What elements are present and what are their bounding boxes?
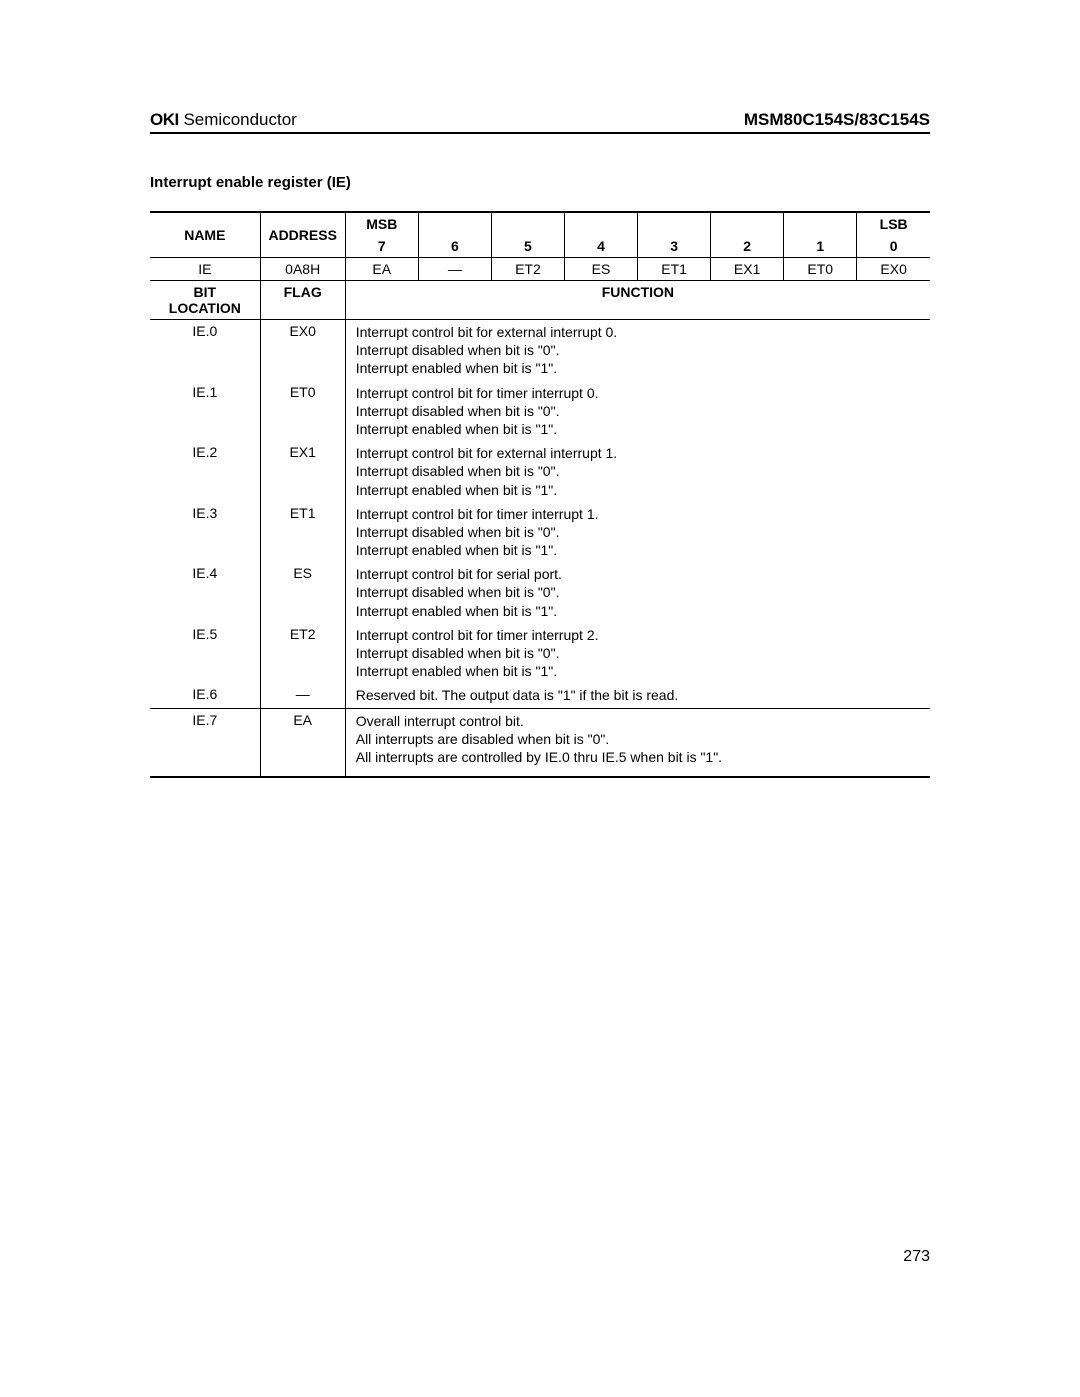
brand: OKI Semiconductor <box>150 110 297 130</box>
reg-name: IE <box>150 258 260 281</box>
lsb-label: LSB <box>857 212 930 235</box>
bit-7: 7 <box>345 235 418 258</box>
function-cell: Interrupt control bit for serial port. I… <box>345 562 930 623</box>
flag-cell: — <box>260 683 345 708</box>
col-address: ADDRESS <box>260 212 345 258</box>
bit-4: 4 <box>564 235 637 258</box>
function-cell: Interrupt control bit for external inter… <box>345 441 930 502</box>
flag-cell: ES <box>260 562 345 623</box>
function-cell: Interrupt control bit for timer interrup… <box>345 381 930 442</box>
bit-3: 3 <box>638 235 711 258</box>
flag-cell: ET1 <box>260 502 345 563</box>
function-cell: Overall interrupt control bit. All inter… <box>345 708 930 777</box>
bit-2: 2 <box>711 235 784 258</box>
bit-5: 5 <box>491 235 564 258</box>
brand-light: Semiconductor <box>179 110 297 129</box>
col-bitlocation: BIT LOCATION <box>150 281 260 320</box>
header-row-1: NAME ADDRESS MSB LSB <box>150 212 930 235</box>
bit-0: 0 <box>857 235 930 258</box>
reg-address: 0A8H <box>260 258 345 281</box>
reg-bit5: ET2 <box>491 258 564 281</box>
brand-bold: OKI <box>150 110 179 129</box>
reg-bit0: EX0 <box>857 258 930 281</box>
section-title: Interrupt enable register (IE) <box>150 174 930 191</box>
function-cell: Interrupt control bit for timer interrup… <box>345 623 930 684</box>
bit-location-cell: IE.1 <box>150 381 260 442</box>
datasheet-page: OKI Semiconductor MSM80C154S/83C154S Int… <box>0 0 1080 1266</box>
reg-bit7: EA <box>345 258 418 281</box>
function-cell: Reserved bit. The output data is "1" if … <box>345 683 930 708</box>
table-row: IE.6—Reserved bit. The output data is "1… <box>150 683 930 708</box>
part-number: MSM80C154S/83C154S <box>744 110 930 130</box>
table-row: IE.4ESInterrupt control bit for serial p… <box>150 562 930 623</box>
table-row: IE.5ET2Interrupt control bit for timer i… <box>150 623 930 684</box>
col-function: FUNCTION <box>345 281 930 320</box>
col-flag: FLAG <box>260 281 345 320</box>
flag-cell: ET2 <box>260 623 345 684</box>
register-table: NAME ADDRESS MSB LSB 7 6 5 4 3 2 1 0 IE … <box>150 211 930 778</box>
bit-location-cell: IE.5 <box>150 623 260 684</box>
reg-bit6: — <box>418 258 491 281</box>
table-row: IE.3ET1Interrupt control bit for timer i… <box>150 502 930 563</box>
bit-1: 1 <box>784 235 857 258</box>
table-row: IE.2EX1Interrupt control bit for externa… <box>150 441 930 502</box>
msb-label: MSB <box>345 212 418 235</box>
function-cell: Interrupt control bit for external inter… <box>345 320 930 381</box>
flag-cell: EX0 <box>260 320 345 381</box>
bit-location-cell: IE.2 <box>150 441 260 502</box>
bit-location-cell: IE.7 <box>150 708 260 777</box>
flag-cell: EX1 <box>260 441 345 502</box>
table-row: IE.0EX0Interrupt control bit for externa… <box>150 320 930 381</box>
flag-cell: ET0 <box>260 381 345 442</box>
reg-bit2: EX1 <box>711 258 784 281</box>
reg-bit4: ES <box>564 258 637 281</box>
col-name: NAME <box>150 212 260 258</box>
register-data-row: IE 0A8H EA — ET2 ES ET1 EX1 ET0 EX0 <box>150 258 930 281</box>
table-row: IE.1ET0Interrupt control bit for timer i… <box>150 381 930 442</box>
function-cell: Interrupt control bit for timer interrup… <box>345 502 930 563</box>
page-number: 273 <box>150 1248 930 1266</box>
bit-location-cell: IE.3 <box>150 502 260 563</box>
flag-cell: EA <box>260 708 345 777</box>
reg-bit3: ET1 <box>638 258 711 281</box>
bit-location-cell: IE.0 <box>150 320 260 381</box>
bit-location-cell: IE.6 <box>150 683 260 708</box>
bit-6: 6 <box>418 235 491 258</box>
table-row: IE.7EAOverall interrupt control bit. All… <box>150 708 930 777</box>
page-header: OKI Semiconductor MSM80C154S/83C154S <box>150 110 930 134</box>
reg-bit1: ET0 <box>784 258 857 281</box>
sub-header-row: BIT LOCATION FLAG FUNCTION <box>150 281 930 320</box>
bit-location-cell: IE.4 <box>150 562 260 623</box>
